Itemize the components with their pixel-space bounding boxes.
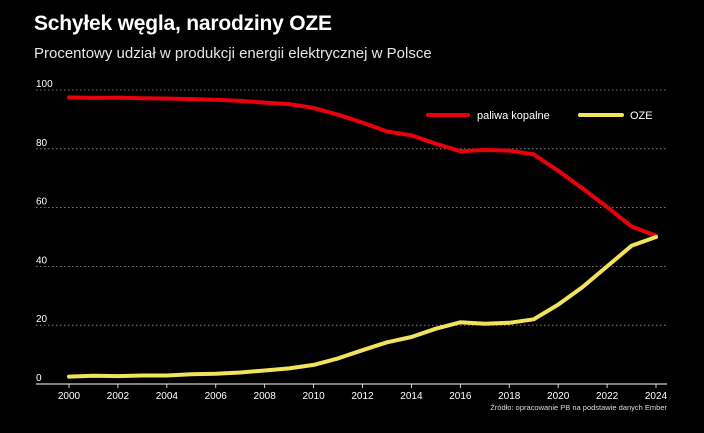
y-tick-label-80: 80 [36, 138, 48, 149]
chart-subtitle: Procentowy udział w produkcji energii el… [34, 45, 432, 62]
x-tick-label-2018: 2018 [498, 391, 521, 402]
x-tick-label-2014: 2014 [400, 391, 423, 402]
x-tick-label-2020: 2020 [547, 391, 570, 402]
x-tick-label-2006: 2006 [205, 391, 228, 402]
x-tick-label-2008: 2008 [254, 391, 277, 402]
legend-label-0: paliwa kopalne [477, 110, 550, 122]
x-tick-label-2010: 2010 [302, 391, 325, 402]
y-tick-label-40: 40 [36, 255, 48, 266]
source-note: Źródło: opracowanie PB na podstawie dany… [490, 403, 667, 412]
series-line-fossil [67, 95, 658, 238]
x-tick-label-2004: 2004 [156, 391, 179, 402]
y-tick-label-0: 0 [36, 373, 42, 384]
x-tick-label-2016: 2016 [449, 391, 472, 402]
series-line-renewables [67, 235, 658, 379]
x-tick-label-2002: 2002 [107, 391, 130, 402]
y-tick-label-100: 100 [36, 79, 53, 90]
x-tick-label-2024: 2024 [645, 391, 668, 402]
legend-label-1: OZE [630, 110, 653, 122]
y-tick-label-20: 20 [36, 314, 48, 325]
x-tick-label-2022: 2022 [596, 391, 619, 402]
y-tick-label-60: 60 [36, 197, 48, 208]
chart-title: Schyłek węgla, narodziny OZE [34, 12, 332, 35]
x-tick-label-2012: 2012 [351, 391, 374, 402]
x-tick-label-2000: 2000 [58, 391, 81, 402]
